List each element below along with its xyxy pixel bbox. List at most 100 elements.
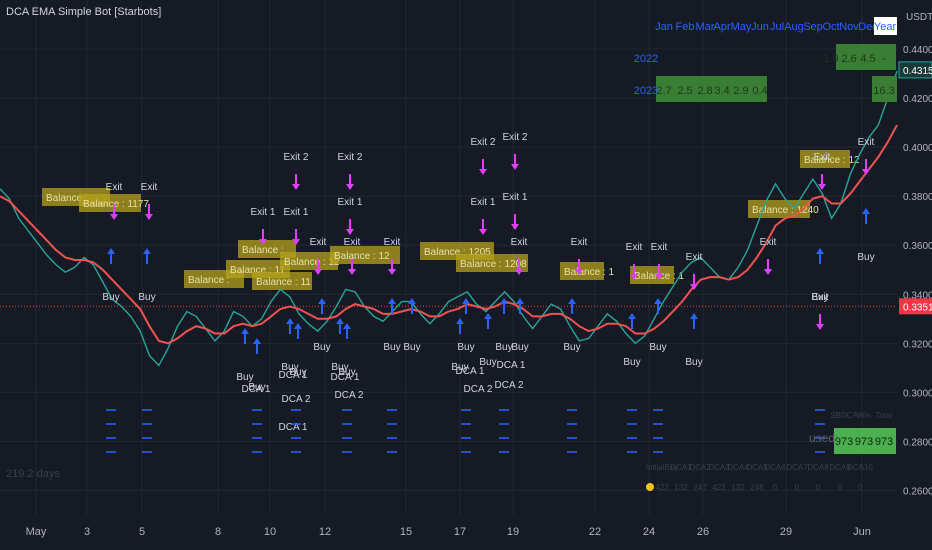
month-header: Nov xyxy=(839,21,859,33)
buy-label: Buy xyxy=(403,342,420,353)
balance-box xyxy=(800,150,850,168)
dca-label: DCA 1 xyxy=(331,372,360,383)
return-cell: 2.5 xyxy=(677,85,692,97)
x-tick-label: 15 xyxy=(400,526,412,538)
price-series xyxy=(0,70,898,367)
month-header: Feb xyxy=(676,21,695,33)
exit-label: Exit xyxy=(141,182,158,193)
return-cell: 2.6 xyxy=(841,53,856,65)
dca-value: 0 xyxy=(838,483,843,492)
buy-arrow xyxy=(456,318,464,334)
dca-value: 422 xyxy=(655,483,669,492)
exit-label: Exit xyxy=(814,152,831,163)
y-tick-label: 0.3600 xyxy=(903,241,932,252)
y-tick-label: 0.4200 xyxy=(903,94,932,105)
buy-arrow xyxy=(253,338,261,354)
exit-label: Exit 2 xyxy=(337,152,362,163)
exit-label: Exit xyxy=(344,237,361,248)
exit-label: Exit xyxy=(571,237,588,248)
return-cell: 2.8 xyxy=(697,85,712,97)
currency-label: USDT xyxy=(906,12,932,23)
exit-label: Exit xyxy=(310,237,327,248)
buy-label: Buy xyxy=(495,342,512,353)
exit-arrow xyxy=(314,259,322,275)
dca-label: DCA 2 xyxy=(335,390,364,401)
year-row-label: 2022 xyxy=(634,53,658,65)
strategy-title[interactable]: DCA EMA Simple Bot [Starbots] xyxy=(6,6,162,18)
balance-box xyxy=(630,266,674,284)
buy-arrow xyxy=(408,298,416,314)
balance-box xyxy=(748,200,810,218)
dca-value: 247 xyxy=(693,483,707,492)
coin-icon xyxy=(646,483,654,491)
returns-2023-year-block xyxy=(872,76,897,102)
exit-arrow xyxy=(110,204,118,220)
exit-arrow xyxy=(388,259,396,275)
buy-arrow xyxy=(318,298,326,314)
buy-arrow xyxy=(484,313,492,329)
used-label: used: xyxy=(809,431,839,445)
price-axis[interactable]: USDT 0.2600 0.2800 0.3000 0.3200 0.3400 0.3600… xyxy=(898,12,932,497)
x-tick-label: May xyxy=(26,526,47,538)
buy-label: Buy xyxy=(623,357,640,368)
dca-header: DCA7 xyxy=(786,463,808,472)
month-header: Mar xyxy=(696,21,715,33)
exit-label: Exit xyxy=(626,242,643,253)
dca-header: DCA8 xyxy=(807,463,829,472)
y-tick-label: 0.3200 xyxy=(903,339,932,350)
exit-label: Exit xyxy=(651,242,668,253)
exit-arrow xyxy=(511,154,519,170)
exit-arrow xyxy=(515,259,523,275)
last-price-value: 0.4315 xyxy=(903,66,932,77)
dca-value: 132 xyxy=(731,483,745,492)
exit-arrow xyxy=(292,229,300,245)
return-cell: - xyxy=(882,53,886,65)
exit-label: Exit xyxy=(511,237,528,248)
exit-label: Exit 1 xyxy=(250,207,275,218)
x-tick-label: 26 xyxy=(697,526,709,538)
x-tick-label: 19 xyxy=(507,526,519,538)
y-tick-label: 0.3400 xyxy=(903,290,932,301)
exit-arrow xyxy=(690,274,698,290)
x-tick-label: 29 xyxy=(780,526,792,538)
balance-text: Balance : 1 xyxy=(564,267,614,278)
dca-header: DCA10 xyxy=(847,463,873,472)
buy-label: Buy xyxy=(511,342,528,353)
dca-value: 248 xyxy=(750,483,764,492)
dca-label: DCA 1 xyxy=(456,366,485,377)
buy-arrow xyxy=(690,313,698,329)
exit-label: Exit 1 xyxy=(283,207,308,218)
last-price-tag xyxy=(898,61,932,79)
buy-arrow xyxy=(294,323,302,339)
exit-label: Exit 2 xyxy=(502,132,527,143)
x-tick-label: 5 xyxy=(139,526,145,538)
year-header-box xyxy=(874,17,897,35)
dca-value: 422 xyxy=(712,483,726,492)
exit-arrow xyxy=(575,259,583,275)
month-header: Dec xyxy=(858,21,878,33)
exit-arrow xyxy=(655,264,663,280)
exit-label: Exit xyxy=(812,292,829,303)
exit-label: Exit 2 xyxy=(283,152,308,163)
balance-text: Balance : 12 xyxy=(804,155,860,166)
buy-label: Buy xyxy=(331,362,348,373)
balance-text: Balance : xyxy=(188,275,230,286)
dca-header: DCA2 xyxy=(689,463,711,472)
balance-text: Balance : 12 xyxy=(284,257,340,268)
y-tick-label: 0.3000 xyxy=(903,388,932,399)
dca-header: InitialBuy xyxy=(646,463,678,472)
stats-header: Win xyxy=(857,411,871,420)
used-value: 973 xyxy=(835,436,853,448)
stats-header: Total xyxy=(876,411,893,420)
x-tick-label: 10 xyxy=(264,526,276,538)
return-cell: 2.7 xyxy=(656,85,671,97)
dca-value: 0 xyxy=(773,483,778,492)
time-axis[interactable]: May 3 5 8 10 12 15 17 19 22 24 26 29 Jun xyxy=(26,526,871,538)
buy-arrow xyxy=(286,318,294,334)
current-price-tag xyxy=(899,298,932,315)
dca-label: DCA 2 xyxy=(282,394,311,405)
x-tick-label: 12 xyxy=(319,526,331,538)
